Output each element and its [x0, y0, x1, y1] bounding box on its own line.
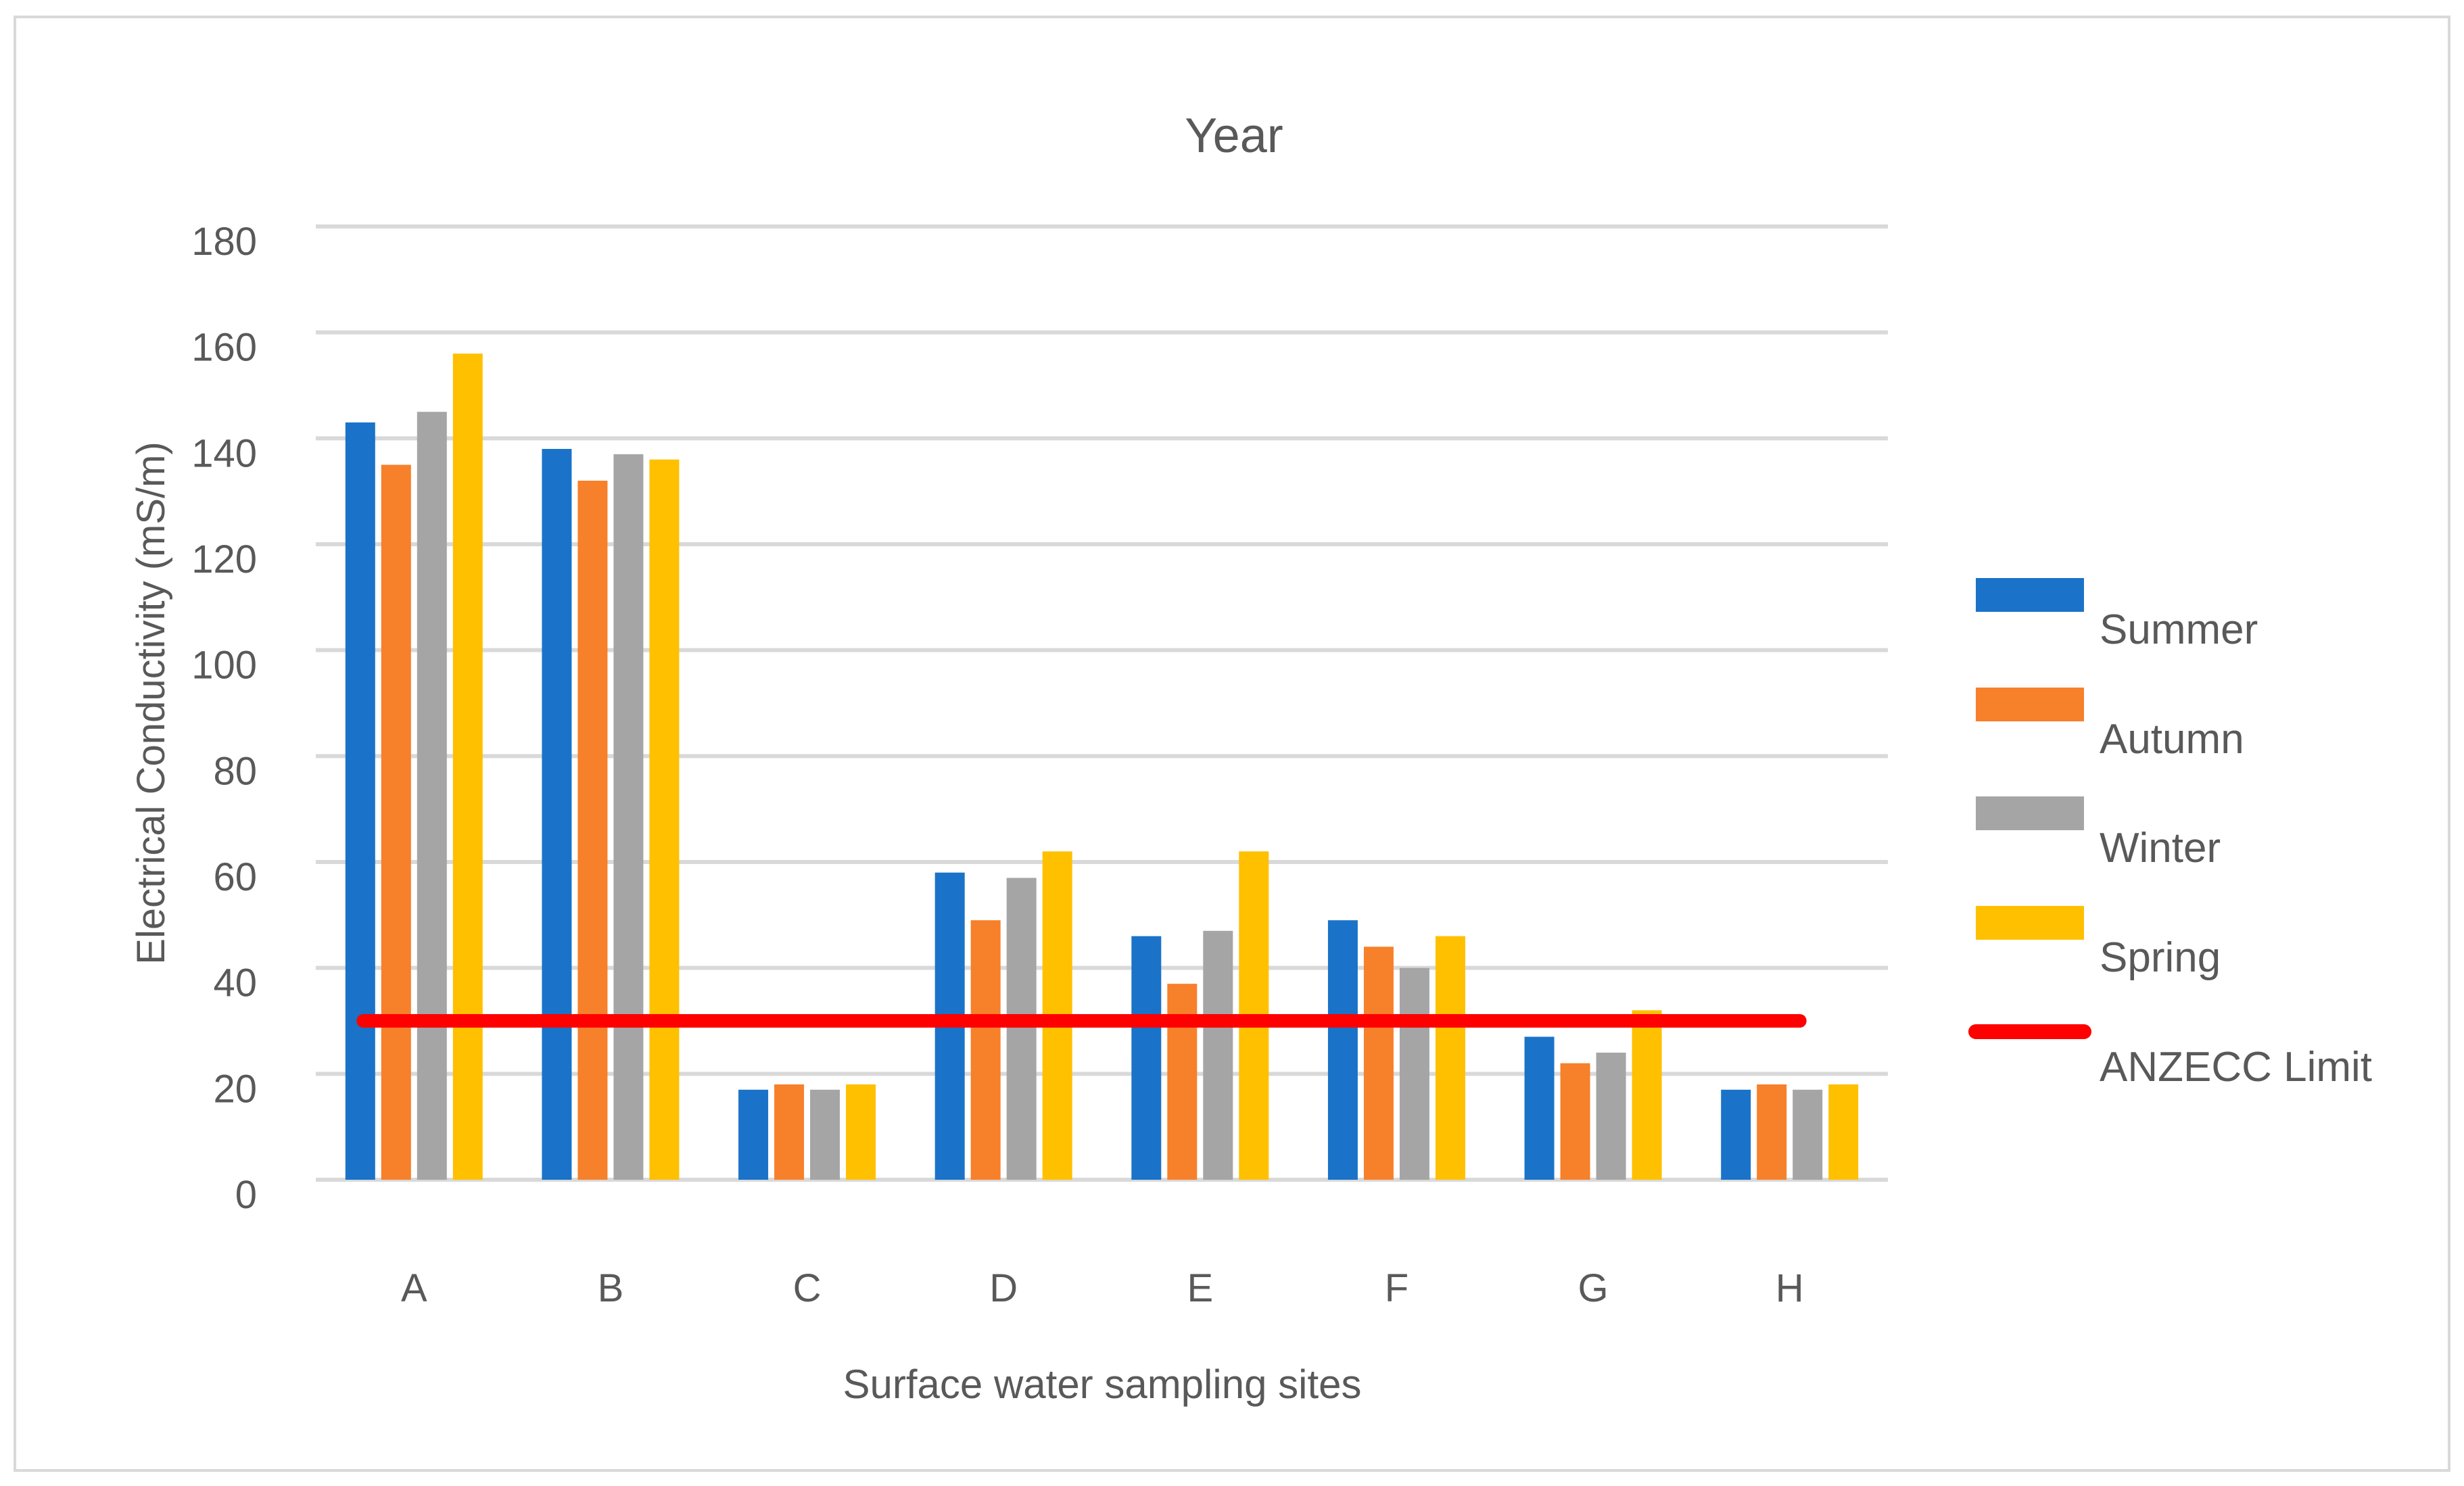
bar-autumn-g [1560, 1063, 1590, 1180]
chart-title: Year [1185, 109, 1283, 163]
y-tick-label: 20 [213, 1067, 257, 1111]
bar-winter-g [1596, 1053, 1626, 1180]
y-tick-label: 0 [235, 1173, 257, 1217]
bar-summer-g [1524, 1036, 1555, 1180]
x-tick-label: H [1776, 1266, 1804, 1310]
bar-spring-g [1632, 1010, 1662, 1180]
legend-label: ANZECC Limit [2100, 1044, 2372, 1090]
y-tick-label: 80 [213, 749, 257, 793]
x-axis-ticks: A B C D E F G H [401, 1266, 1804, 1310]
y-tick-label: 160 [191, 326, 257, 370]
bar-summer-h [1721, 1089, 1751, 1180]
legend: Summer Autumn Winter Spring ANZECC Limit [1968, 578, 2372, 1090]
chart-border [14, 16, 2450, 1472]
x-tick-label: A [401, 1266, 427, 1310]
bar-winter-d [1006, 878, 1037, 1180]
bar-spring-f [1435, 936, 1465, 1180]
bar-summer-a [345, 422, 375, 1180]
y-tick-label: 60 [213, 855, 257, 899]
bar-autumn-c [774, 1084, 805, 1180]
y-tick-label: 100 [191, 644, 257, 688]
legend-swatch-winter [1976, 796, 2084, 830]
legend-swatch-autumn [1976, 688, 2084, 721]
x-tick-label: E [1187, 1266, 1213, 1310]
y-axis-ticks: 0 20 40 60 80 100 120 140 160 180 [191, 220, 257, 1217]
bar-autumn-b [577, 481, 608, 1180]
legend-label: Winter [2100, 825, 2221, 871]
x-tick-label: F [1385, 1266, 1408, 1310]
legend-label: Spring [2100, 934, 2221, 981]
y-tick-label: 40 [213, 961, 257, 1005]
bar-winter-a [417, 412, 447, 1180]
bar-autumn-d [970, 920, 1001, 1180]
bar-spring-b [649, 459, 680, 1180]
bar-spring-c [846, 1084, 876, 1180]
x-tick-label: G [1578, 1266, 1609, 1310]
bar-winter-c [810, 1089, 840, 1180]
legend-swatch-summer [1976, 578, 2084, 612]
bar-winter-f [1399, 967, 1429, 1180]
bars [345, 354, 1859, 1180]
x-tick-label: C [793, 1266, 822, 1310]
x-tick-label: B [598, 1266, 624, 1310]
bar-winter-h [1793, 1089, 1823, 1180]
bar-winter-b [613, 454, 644, 1180]
bar-summer-c [738, 1089, 769, 1180]
y-tick-label: 120 [191, 537, 257, 581]
bar-autumn-f [1363, 946, 1394, 1180]
x-tick-label: D [989, 1266, 1018, 1310]
bar-winter-e [1203, 930, 1233, 1180]
legend-label: Summer [2100, 606, 2258, 653]
x-axis-label: Surface water sampling sites [843, 1362, 1362, 1407]
bar-spring-a [452, 354, 483, 1180]
legend-label: Autumn [2100, 716, 2244, 763]
bar-summer-e [1131, 936, 1162, 1180]
bar-autumn-h [1757, 1084, 1787, 1180]
y-axis-label: Electrical Conductivity (mS/m) [129, 441, 173, 964]
legend-swatch-spring [1976, 906, 2084, 940]
bar-summer-b [542, 449, 572, 1180]
y-tick-label: 180 [191, 220, 257, 264]
y-tick-label: 140 [191, 431, 257, 475]
bar-summer-f [1327, 920, 1358, 1180]
bar-autumn-a [381, 464, 411, 1180]
bar-spring-h [1828, 1084, 1859, 1180]
bar-autumn-e [1167, 984, 1198, 1180]
